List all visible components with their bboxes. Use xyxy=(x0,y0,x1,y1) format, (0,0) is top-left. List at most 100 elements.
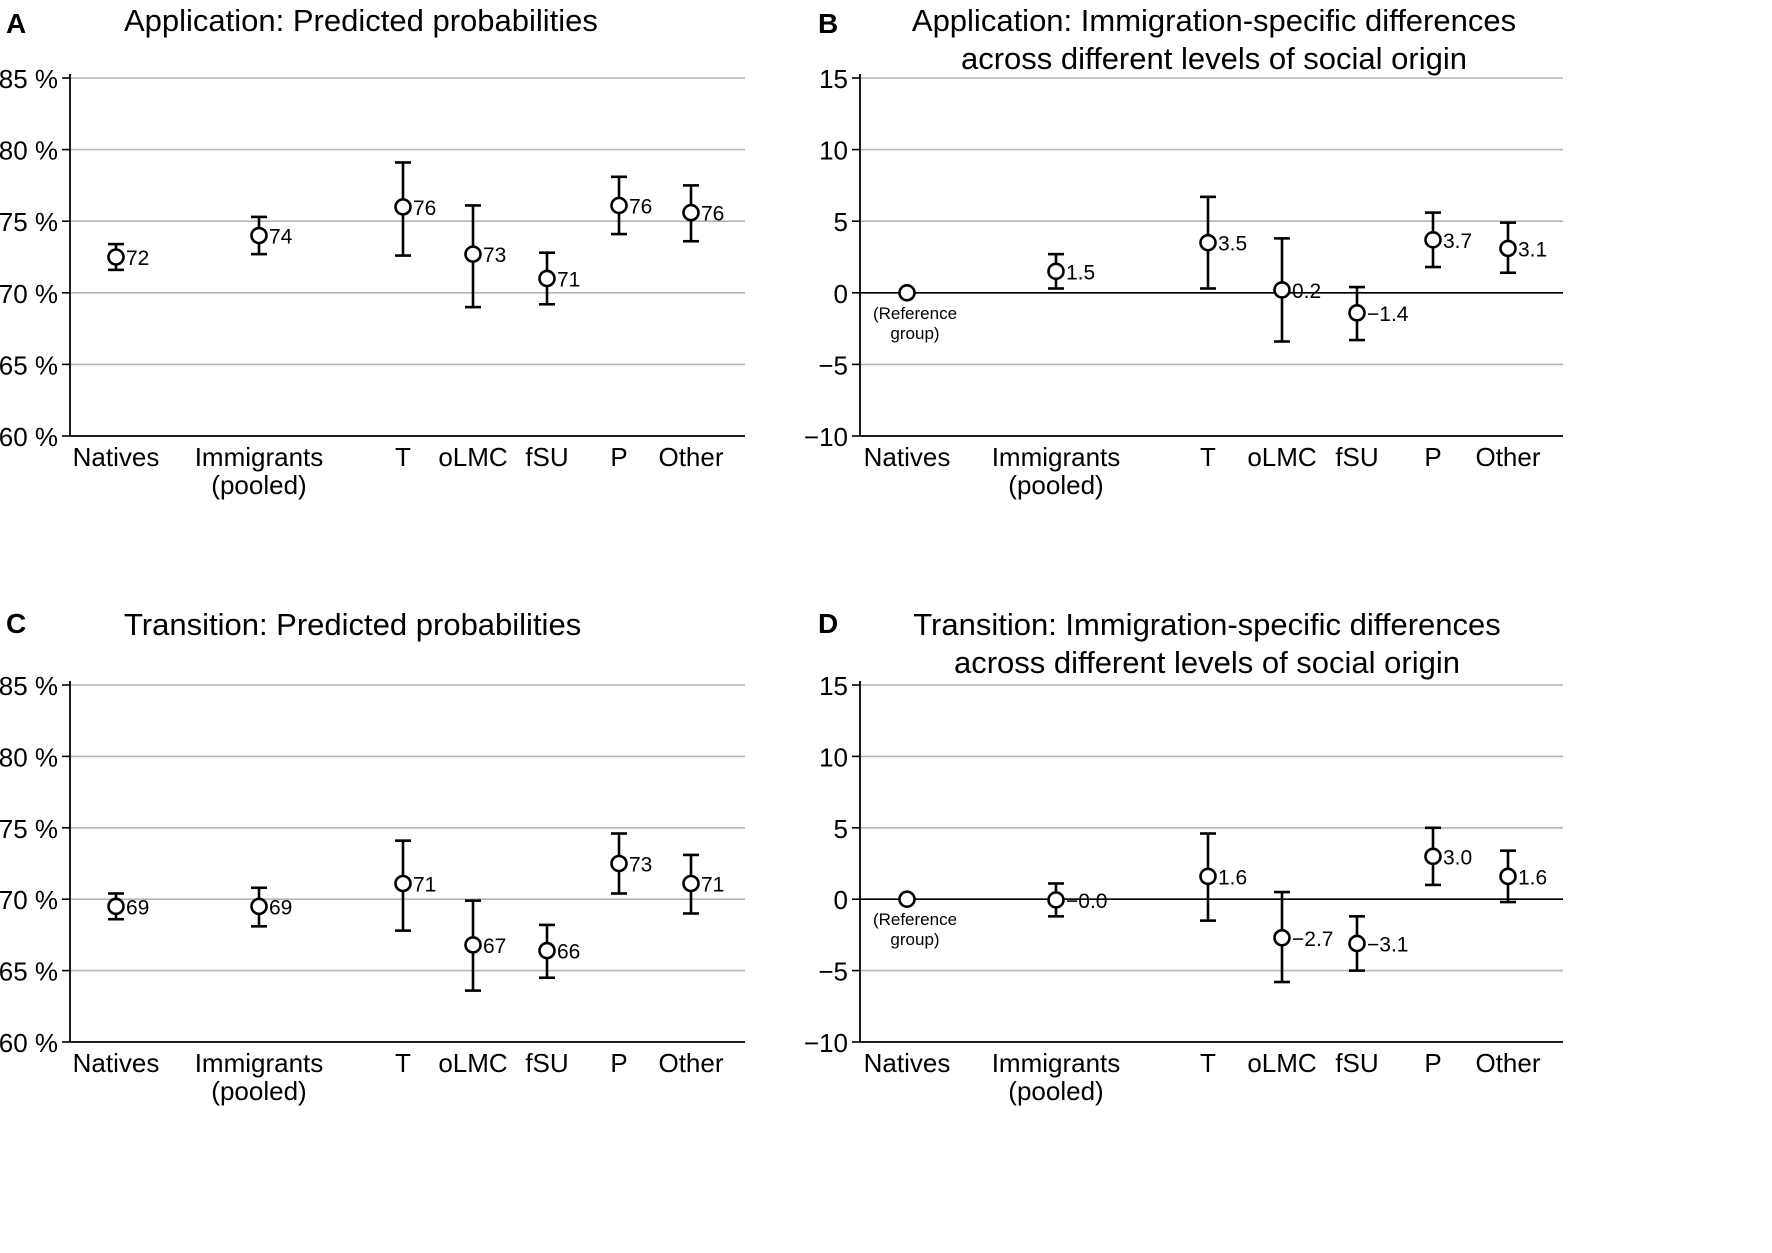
x-tick-label: Other xyxy=(1475,442,1540,472)
y-tick-label: 80 % xyxy=(0,742,58,772)
data-point xyxy=(1348,304,1366,322)
data-label: 66 xyxy=(557,941,580,964)
x-tick-label: fSU xyxy=(1335,442,1378,472)
x-tick-label: oLMC xyxy=(1247,1048,1316,1078)
chart-title: Application: Predicted probabilities xyxy=(124,3,598,38)
data-label: 3.5 xyxy=(1218,233,1247,256)
data-label: 71 xyxy=(701,873,724,896)
x-tick-label: Immigrants xyxy=(992,1048,1121,1078)
reference-label: group) xyxy=(890,324,939,343)
x-tick-label: T xyxy=(395,442,411,472)
panel-letter: C xyxy=(6,608,27,639)
x-tick-label: fSU xyxy=(525,1048,568,1078)
x-tick-label: Other xyxy=(1475,1048,1540,1078)
panel-letter: B xyxy=(818,8,839,39)
y-tick-label: 85 % xyxy=(0,64,58,94)
data-point xyxy=(1273,928,1291,947)
y-tick-label: 85 % xyxy=(0,671,58,701)
data-point xyxy=(394,874,412,893)
x-tick-label: (pooled) xyxy=(211,470,306,500)
data-label: 1.6 xyxy=(1218,866,1247,889)
y-tick-label: 75 % xyxy=(0,207,58,237)
x-tick-label: (pooled) xyxy=(1008,470,1103,500)
y-tick-label: 5 xyxy=(834,814,848,844)
data-point xyxy=(1199,867,1217,886)
data-point xyxy=(1047,262,1065,281)
data-label: −1.4 xyxy=(1367,303,1409,326)
data-point xyxy=(107,897,125,916)
reference-label: (Reference xyxy=(873,304,957,323)
data-label: −0.0 xyxy=(1066,890,1107,913)
data-point xyxy=(538,941,556,960)
x-tick-label: fSU xyxy=(525,442,568,472)
x-tick-label: Other xyxy=(658,442,723,472)
x-tick-label: Natives xyxy=(864,1048,951,1078)
x-tick-label: Immigrants xyxy=(195,442,324,472)
data-label: 76 xyxy=(701,203,724,226)
data-point xyxy=(1424,847,1442,866)
x-tick-label: Natives xyxy=(864,442,951,472)
y-tick-label: 70 % xyxy=(0,279,58,309)
y-tick-label: −5 xyxy=(818,957,848,987)
x-tick-label: oLMC xyxy=(438,1048,507,1078)
chart-title-line-1: Transition: Immigration-specific differe… xyxy=(913,607,1501,642)
data-label: 74 xyxy=(269,226,293,249)
data-point xyxy=(1424,231,1442,249)
data-label: 76 xyxy=(629,195,652,218)
y-tick-label: 75 % xyxy=(0,814,58,844)
x-tick-label: fSU xyxy=(1335,1048,1378,1078)
data-label: 73 xyxy=(483,244,506,267)
x-tick-label: Immigrants xyxy=(195,1048,324,1078)
data-label: 69 xyxy=(269,896,292,919)
y-tick-label: −10 xyxy=(804,422,848,452)
data-point xyxy=(394,198,412,216)
data-point xyxy=(464,936,482,954)
data-label: 3.0 xyxy=(1443,846,1472,869)
data-label: 1.5 xyxy=(1066,261,1095,284)
data-label: 73 xyxy=(629,854,652,877)
y-tick-label: 65 % xyxy=(0,957,58,987)
data-point xyxy=(1199,233,1217,252)
y-tick-label: 80 % xyxy=(0,136,58,166)
x-tick-label: T xyxy=(395,1048,411,1078)
data-label: 76 xyxy=(413,197,436,220)
x-tick-label: Natives xyxy=(73,1048,160,1078)
x-tick-label: P xyxy=(1424,1048,1441,1078)
y-tick-label: 70 % xyxy=(0,885,58,915)
data-point xyxy=(464,245,482,263)
chart-title: Transition: Predicted probabilities xyxy=(124,607,582,642)
x-tick-label: T xyxy=(1200,1048,1216,1078)
x-tick-label: P xyxy=(1424,442,1441,472)
y-tick-label: −5 xyxy=(818,350,848,380)
x-tick-label: Immigrants xyxy=(992,442,1121,472)
data-point xyxy=(1499,239,1517,258)
data-point xyxy=(250,897,268,916)
x-tick-label: (pooled) xyxy=(1008,1076,1103,1106)
data-label: 71 xyxy=(557,268,580,291)
x-tick-label: P xyxy=(610,442,627,472)
data-point xyxy=(898,283,916,302)
y-tick-label: 10 xyxy=(819,742,848,772)
y-tick-label: 60 % xyxy=(0,1028,58,1058)
data-point xyxy=(898,890,916,909)
data-point xyxy=(682,874,700,893)
data-label: 72 xyxy=(126,247,149,270)
y-tick-label: 15 xyxy=(819,671,848,701)
y-tick-label: 65 % xyxy=(0,350,58,380)
chart-title-line-2: across different levels of social origin xyxy=(960,41,1467,76)
x-tick-label: P xyxy=(610,1048,627,1078)
data-label: 67 xyxy=(483,935,506,958)
x-tick-label: Natives xyxy=(73,442,160,472)
data-point xyxy=(1499,867,1517,886)
x-tick-label: (pooled) xyxy=(211,1076,306,1106)
data-point xyxy=(250,226,268,245)
y-tick-label: 0 xyxy=(834,885,848,915)
chart-title-line-1: Application: Immigration-specific differ… xyxy=(911,3,1517,38)
chart-title: Transition: Immigration-specific differe… xyxy=(910,606,1504,682)
data-label: 3.1 xyxy=(1518,238,1547,261)
data-label: 69 xyxy=(126,896,149,919)
data-point xyxy=(107,248,125,266)
data-label: −3.1 xyxy=(1367,933,1408,956)
y-tick-label: 60 % xyxy=(0,422,58,452)
chart-title-line-2: across different levels of social origin xyxy=(953,645,1460,680)
